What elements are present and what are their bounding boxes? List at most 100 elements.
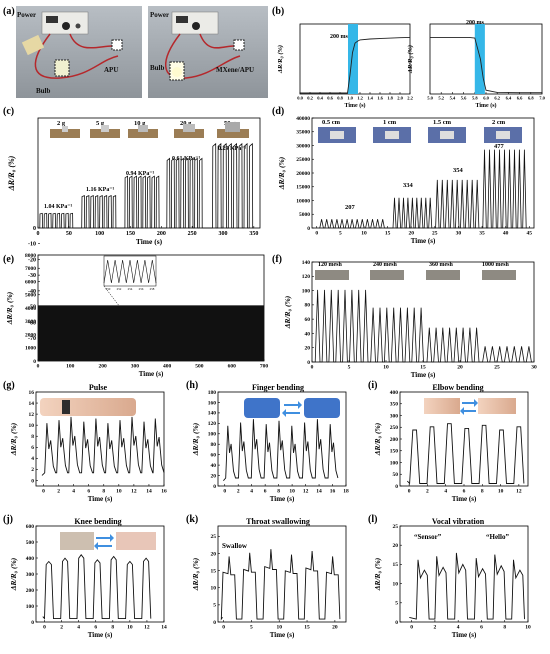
x-axis-label: Time (s) <box>411 237 436 245</box>
y-tick-label: 100 <box>208 432 217 438</box>
y-tick-label: 300 <box>26 572 35 578</box>
inset-tick-label: 258 <box>150 287 155 291</box>
weight-photo <box>50 122 249 138</box>
x-tick-label: 300 <box>131 364 140 370</box>
y-tick-label: 20 <box>211 473 217 479</box>
l-word-1: “Sensor” <box>414 533 442 541</box>
x-tick-label: 2 <box>237 489 240 495</box>
x-axis-label: Time (s) <box>136 237 163 246</box>
x-tick-label: 12 <box>144 625 150 631</box>
x-tick-label: 5.2 <box>438 96 444 101</box>
x-tick-label: 6 <box>463 489 466 495</box>
y-tick-label: 25 <box>393 524 399 530</box>
x-tick-label: 25 <box>494 365 500 371</box>
inset-tick-label: 252 <box>117 287 122 291</box>
x-tick-label: 0.0 <box>297 96 303 101</box>
inset-series-line <box>103 259 157 284</box>
c-weight-2: 5 g <box>96 120 105 127</box>
x-axis-label: Time (s) <box>452 495 477 503</box>
y-tick-label: -30 <box>28 273 36 279</box>
label-power-right: Power <box>150 11 169 19</box>
y-tick-label: 0 <box>395 620 398 626</box>
label-mxene-apu: MXene/APU <box>216 66 254 74</box>
x-tick-label: 0 <box>43 625 46 631</box>
k-note: Swallow <box>222 542 248 550</box>
photo-inset-finger <box>244 398 340 418</box>
y-axis-label: ΔR/R₀ (%) <box>373 557 382 591</box>
y-axis-label: ΔR/R₀ (%) <box>277 45 284 74</box>
y-tick-label: 10 <box>29 423 35 429</box>
y-tick-label: 500 <box>26 540 35 546</box>
d-distance-3: 1.5 cm <box>433 119 452 126</box>
series-line <box>314 289 533 363</box>
photo-inset-wrist <box>40 398 136 416</box>
x-tick-label: 350 <box>249 231 258 237</box>
y-tick-label: 2 <box>31 467 34 473</box>
x-tick-label: 30 <box>531 365 537 371</box>
y-tick-label: -70 <box>28 336 36 342</box>
i-title: Elbow bending <box>432 383 483 392</box>
y-tick-label: 20000 <box>296 171 310 177</box>
x-tick-label: 6 <box>94 625 97 631</box>
x-tick-label: 10 <box>276 625 282 631</box>
y-tick-label: 180 <box>208 390 217 396</box>
x-tick-label: 5.6 <box>461 96 467 101</box>
x-tick-label: 200 <box>98 364 107 370</box>
j-title: Knee bending <box>74 517 121 526</box>
b-right-annotation: 200 ms <box>466 20 484 26</box>
plot-frame <box>429 23 543 95</box>
g-title: Pulse <box>89 383 108 392</box>
x-tick-label: 40 <box>503 231 509 237</box>
chart-e: 0 100 200 300 400 500 600 700010002000300040005… <box>5 253 268 378</box>
panel-i-label: (i) <box>368 380 377 391</box>
chart-l: 0 2 4 6 8 10 0 5 10 15 20 25 Time (s) ΔR/R₀ (%) <box>373 524 531 639</box>
x-axis-label: Time (s) <box>475 102 496 109</box>
y-tick-label: 300 <box>390 413 399 419</box>
x-tick-label: 500 <box>195 364 204 370</box>
plot-frame <box>217 525 347 623</box>
y-tick-label: 350 <box>390 402 399 408</box>
x-tick-label: 50 <box>66 231 72 237</box>
series-line <box>406 423 525 485</box>
y-tick-label: 160 <box>208 400 217 406</box>
plot-frame <box>37 117 261 229</box>
series-line <box>430 36 542 94</box>
y-tick-label: 60 <box>211 453 217 459</box>
x-tick-label: 600 <box>228 364 237 370</box>
y-tick-label: 7000 <box>25 266 36 272</box>
x-tick-label: 0 <box>223 489 226 495</box>
x-tick-label: 14 <box>316 489 322 495</box>
y-tick-label: 100 <box>302 288 311 294</box>
y-tick-label: 25000 <box>296 157 310 163</box>
y-tick-label: 10000 <box>296 198 310 204</box>
photo-apu: Power Bulb APU <box>16 6 142 98</box>
x-tick-label: 10 <box>289 489 295 495</box>
y-tick-label: 80 <box>211 442 217 448</box>
chart-c: 0 50 100 150 200 250 300 3500-10-20-30-40-50-60… <box>7 117 261 342</box>
y-tick-label: 16 <box>29 390 35 396</box>
dense-cycles-block <box>38 305 264 361</box>
y-tick-label: 1000 <box>25 346 36 352</box>
y-tick-label: 6 <box>31 445 34 451</box>
photo-inset-knee <box>60 532 156 550</box>
y-tick-label: 0 <box>33 359 36 365</box>
y-tick-label: 400 <box>26 556 35 562</box>
x-tick-label: 7.0 <box>539 96 545 101</box>
panel-e-label: (e) <box>3 254 14 265</box>
panel-f-label: (f) <box>272 254 282 265</box>
y-tick-label: 6000 <box>25 279 36 285</box>
panel-a: (a) Power Bulb APU <box>3 6 268 98</box>
chart-b-left: 0.0 0.2 0.4 0.6 0.8 1.0 1.2 1.4 1.6 1.8 2.0 2.2 Time… <box>277 23 414 109</box>
series-line <box>319 149 527 229</box>
x-axis-label: Time (s) <box>270 495 295 503</box>
y-tick-label: 120 <box>208 421 217 427</box>
x-tick-label: 12 <box>131 489 137 495</box>
power-knob <box>62 22 70 30</box>
x-tick-label: 0.6 <box>327 96 333 101</box>
x-tick-label: 10 <box>498 489 504 495</box>
x-tick-label: 150 <box>126 231 135 237</box>
x-tick-label: 400 <box>163 364 172 370</box>
y-tick-label: 0 <box>307 360 310 366</box>
y-tick-label: 600 <box>26 524 35 530</box>
d-peak-2: 334 <box>403 182 414 189</box>
